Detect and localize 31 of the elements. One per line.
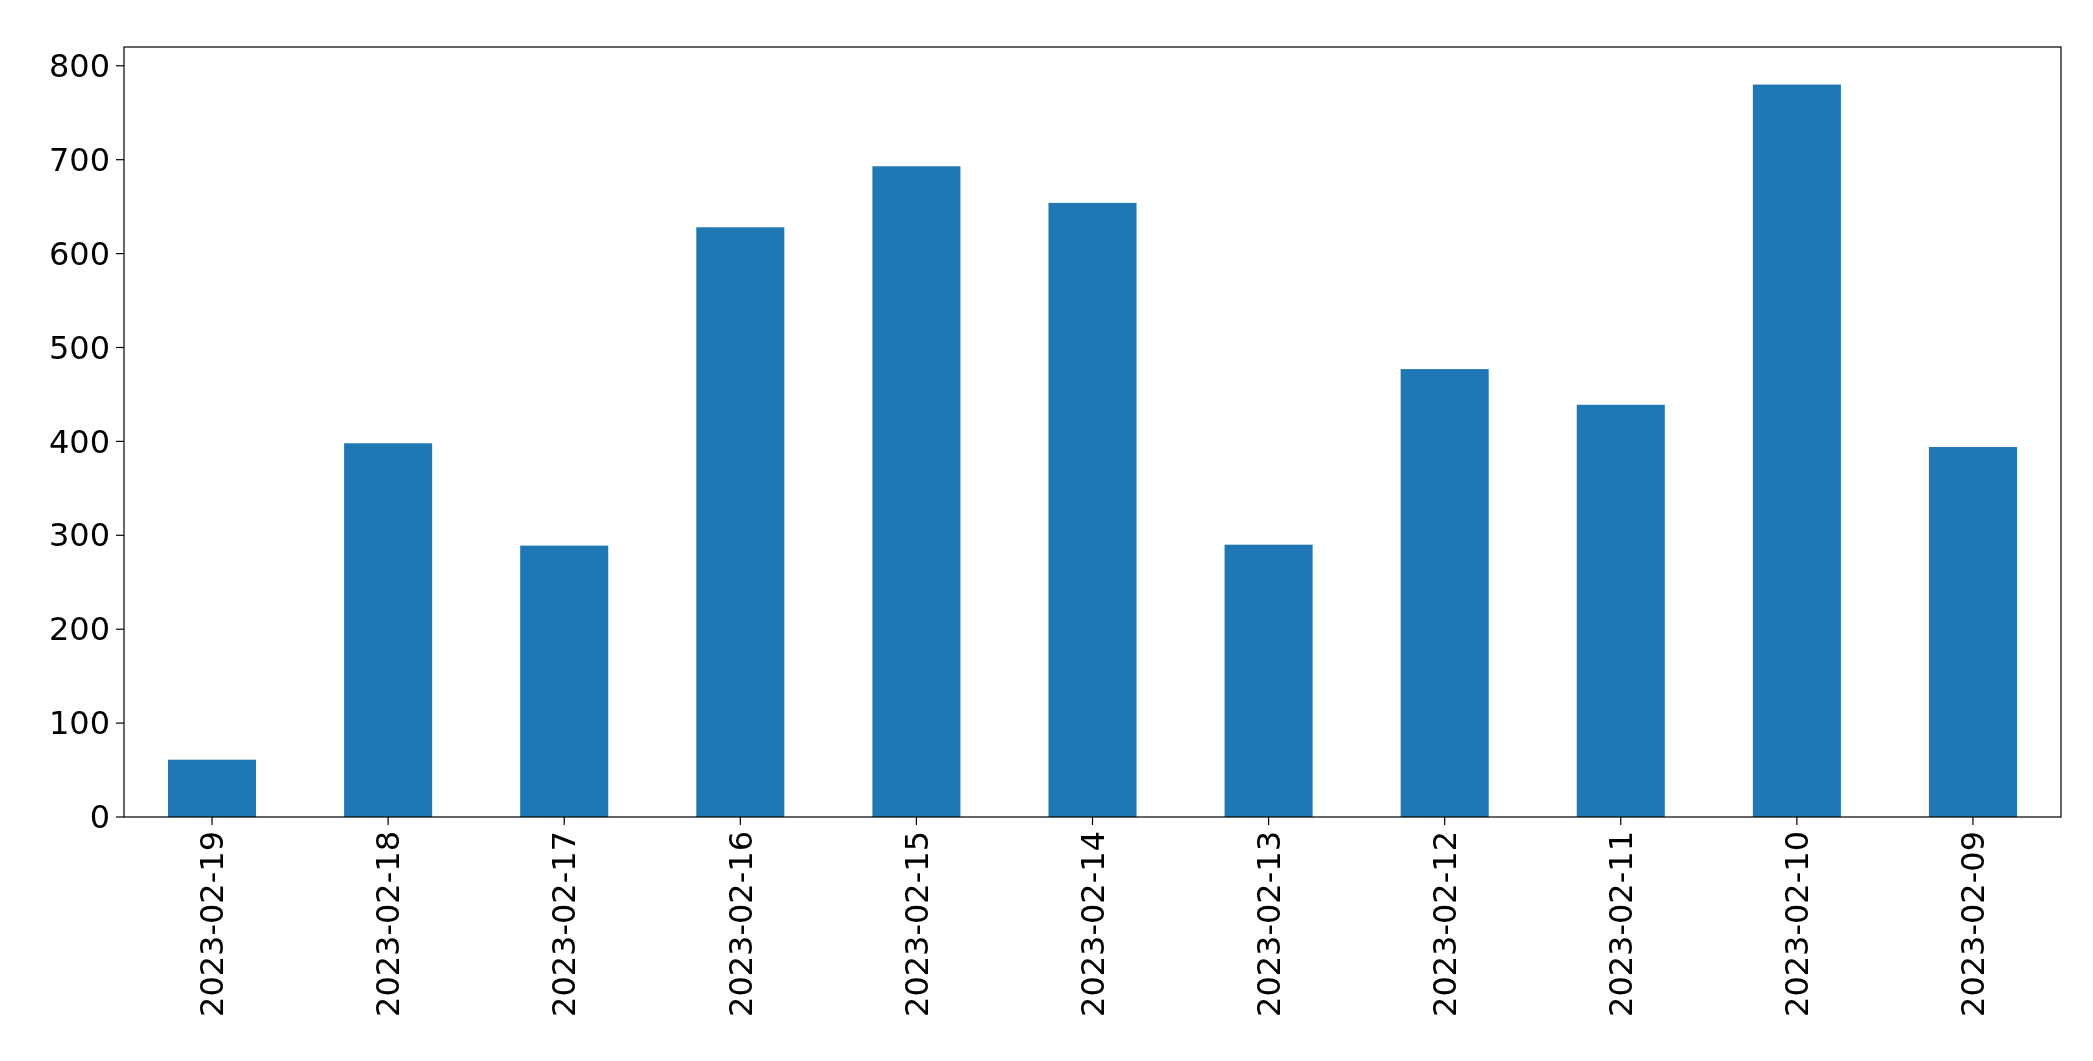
y-tick-label: 700 [48, 140, 110, 179]
y-tick-label: 0 [89, 798, 110, 837]
bar [520, 545, 609, 817]
x-tick-label: 2023-02-14 [1073, 831, 1112, 1017]
bar [1752, 84, 1841, 817]
y-tick-label: 100 [48, 704, 110, 743]
y-tick-label: 300 [48, 516, 110, 555]
x-tick-label: 2023-02-13 [1249, 831, 1288, 1017]
bar [1576, 404, 1665, 817]
x-tick-label: 2023-02-17 [545, 831, 584, 1017]
y-tick-label: 500 [48, 328, 110, 367]
x-tick-label: 2023-02-18 [369, 831, 408, 1017]
y-tick-label: 200 [48, 610, 110, 649]
bar [344, 443, 433, 817]
x-tick-label: 2023-02-11 [1601, 831, 1640, 1017]
x-tick-label: 2023-02-15 [897, 831, 936, 1017]
bar [168, 759, 257, 817]
bar [1928, 447, 2017, 817]
x-tick-label: 2023-02-19 [193, 831, 232, 1017]
bar [1400, 369, 1489, 817]
x-tick-label: 2023-02-12 [1425, 831, 1464, 1017]
bar [696, 227, 785, 817]
y-tick-label: 600 [48, 234, 110, 273]
x-tick-label: 2023-02-16 [721, 831, 760, 1017]
y-tick-label: 400 [48, 422, 110, 461]
bar [872, 166, 961, 817]
bar [1048, 202, 1137, 817]
x-tick-label: 2023-02-10 [1778, 831, 1817, 1017]
y-tick-label: 800 [48, 46, 110, 85]
x-tick-label: 2023-02-09 [1954, 831, 1993, 1017]
bar [1224, 544, 1313, 817]
